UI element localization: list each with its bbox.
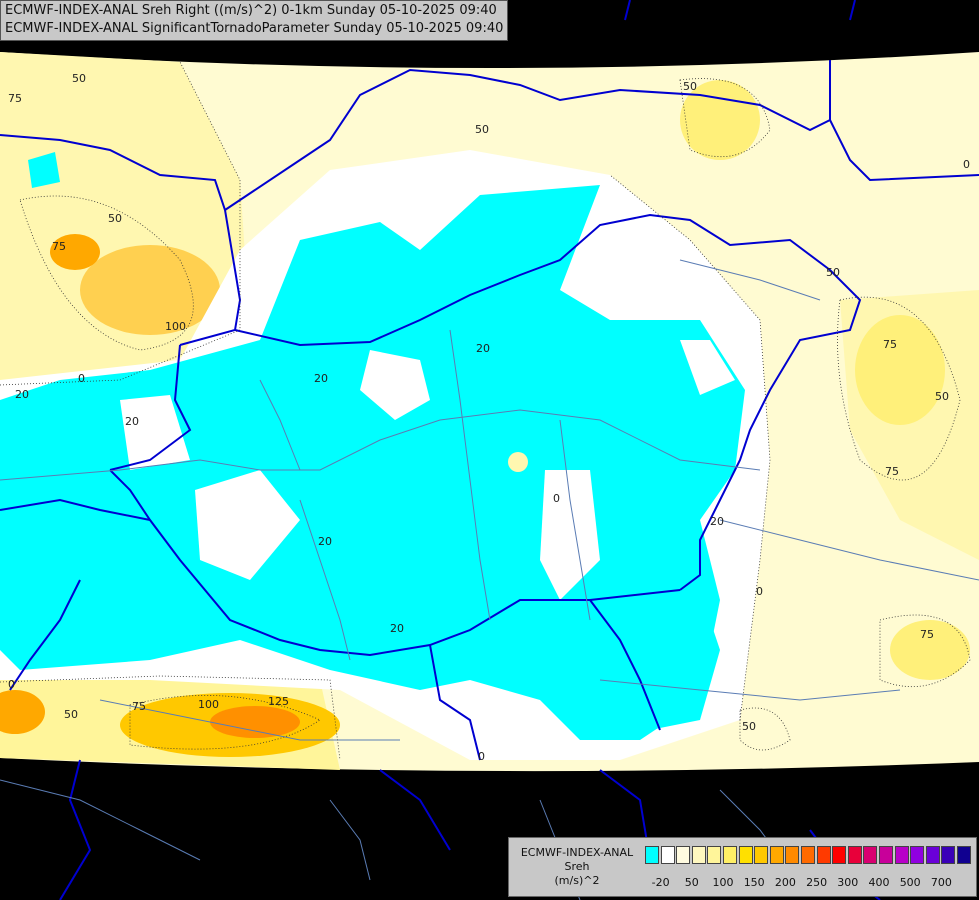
legend-tick-label: 50 <box>684 876 699 889</box>
white-hole-2 <box>195 470 300 580</box>
orange-hotspot-nw2 <box>50 234 100 270</box>
contour-label: 75 <box>132 700 146 713</box>
legend-swatch <box>941 846 956 864</box>
contour-label: 50 <box>108 212 122 225</box>
contour-labels: 75 50 50 50 0 50 75 100 0 20 20 20 20 0 … <box>8 72 970 763</box>
legend-tick-label: 400 <box>868 876 890 889</box>
legend-swatch <box>832 846 847 864</box>
contour-label: 50 <box>64 708 78 721</box>
legend-swatch <box>957 846 971 864</box>
contour-label: 0 <box>963 158 970 171</box>
contour-label: 20 <box>318 535 332 548</box>
legend-tick-label: -20 <box>651 876 670 889</box>
contour-label: 50 <box>826 266 840 279</box>
color-legend: ECMWF-INDEX-ANAL Sreh (m/s)^2 -20 50 100 15… <box>508 837 977 897</box>
contour-lines <box>0 61 971 761</box>
contour-label: 20 <box>314 372 328 385</box>
contour-label: 75 <box>920 628 934 641</box>
yellow-spot-se <box>890 620 970 680</box>
legend-swatch <box>925 846 940 864</box>
legend-line-1: ECMWF-INDEX-ANAL <box>520 846 634 859</box>
legend-swatch <box>816 846 831 864</box>
legend-swatch <box>801 846 815 864</box>
contour-label: 0 <box>553 492 560 505</box>
white-hole-5 <box>680 340 735 395</box>
legend-tick-label: 300 <box>837 876 859 889</box>
yellow-spot-e <box>855 315 945 425</box>
contour-label: 20 <box>15 388 29 401</box>
legend-swatch <box>660 846 675 864</box>
contour-label: 100 <box>198 698 219 711</box>
contour-label: 20 <box>710 515 724 528</box>
legend-tick-label: 100 <box>712 876 734 889</box>
contour-label: 75 <box>52 240 66 253</box>
contour-label: 75 <box>885 465 899 478</box>
legend-swatch <box>723 846 737 864</box>
contour-label: 50 <box>935 390 949 403</box>
title-line-1: ECMWF-INDEX-ANAL Sreh Right ((m/s)^2) 0-… <box>5 3 497 18</box>
legend-swatch <box>676 846 691 864</box>
contour-label: 50 <box>72 72 86 85</box>
cyan-zone <box>0 185 745 740</box>
contour-label: 0 <box>8 678 15 691</box>
contour-label: 20 <box>476 342 490 355</box>
contour-label: 20 <box>390 622 404 635</box>
white-hole-4 <box>120 395 190 470</box>
white-hole-1 <box>360 350 430 420</box>
contour-label: 100 <box>165 320 186 333</box>
contour-label: 125 <box>268 695 289 708</box>
legend-swatch <box>785 846 800 864</box>
contour-label: 20 <box>125 415 139 428</box>
contour-label: 0 <box>756 585 763 598</box>
legend-line-3: (m/s)^2 <box>554 874 600 887</box>
contour-label: 0 <box>478 750 485 763</box>
legend-swatch <box>769 846 784 864</box>
legend-line-2: Sreh <box>564 860 590 873</box>
contour-label: 0 <box>78 372 85 385</box>
contour-label: 75 <box>883 338 897 351</box>
contour-label: 50 <box>475 123 489 136</box>
legend-swatch <box>847 846 862 864</box>
white-hole-3 <box>540 470 600 600</box>
legend-tick-label: 250 <box>806 876 828 889</box>
title-line-2: ECMWF-INDEX-ANAL SignificantTornadoParam… <box>5 21 504 36</box>
contour-label: 75 <box>8 92 22 105</box>
legend-tick-label: 150 <box>743 876 765 889</box>
legend-swatch <box>879 846 893 864</box>
contour-label: 50 <box>683 80 697 93</box>
legend-tick-label: 500 <box>899 876 921 889</box>
white-hole-6 <box>508 452 528 472</box>
orange-hotspot-sw <box>0 690 45 734</box>
cyan-blob-nw <box>28 152 60 188</box>
legend-swatch <box>863 846 878 864</box>
legend-swatch <box>754 846 769 864</box>
legend-swatch <box>894 846 909 864</box>
cyan-blob-east <box>570 590 720 740</box>
legend-tick-label: 700 <box>930 876 952 889</box>
legend-tick-label: 200 <box>774 876 796 889</box>
legend-swatch <box>691 846 706 864</box>
rivers <box>0 259 979 900</box>
yellow-spot-ne <box>680 80 760 160</box>
legend-swatch <box>910 846 925 864</box>
orange-hotspot-nw <box>80 245 220 335</box>
legend-swatch <box>738 846 753 864</box>
map-title: ECMWF-INDEX-ANAL Sreh Right ((m/s)^2) 0-… <box>0 0 509 41</box>
contour-label: 50 <box>742 720 756 733</box>
legend-swatch <box>645 846 659 864</box>
legend-caption: ECMWF-INDEX-ANAL Sreh (m/s)^2 <box>511 846 643 888</box>
legend-swatch <box>707 846 722 864</box>
orange-hotspot-south-core <box>210 706 300 738</box>
